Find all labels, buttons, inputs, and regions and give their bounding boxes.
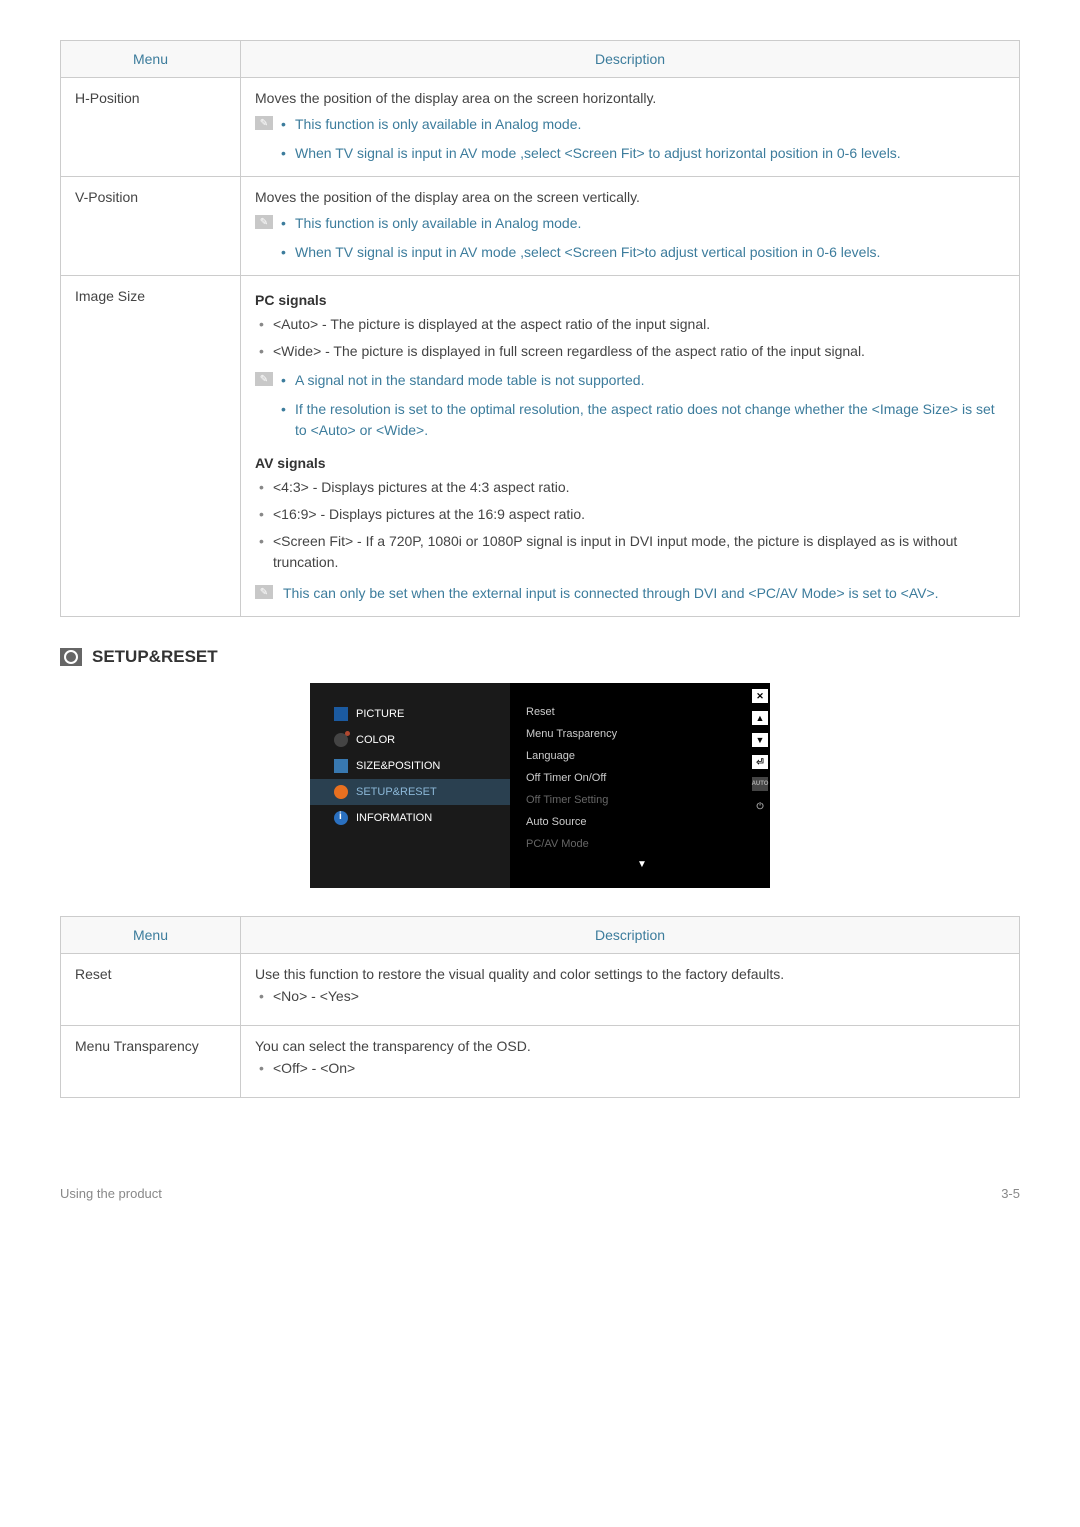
osd-label: SETUP&RESET xyxy=(356,786,437,798)
enter-icon: ⏎ xyxy=(752,755,768,769)
menu-v-position: V-Position xyxy=(61,177,241,276)
osd-nav-color: COLOR xyxy=(310,727,510,753)
osd-label: INFORMATION xyxy=(356,812,432,824)
note-item: A signal not in the standard mode table … xyxy=(281,370,1005,391)
description-header: Description xyxy=(241,41,1020,78)
info-icon xyxy=(334,811,348,825)
menu-transparency: Menu Transparency xyxy=(61,1026,241,1098)
menu-header: Menu xyxy=(61,41,241,78)
osd-opt-language: Language xyxy=(526,745,758,767)
osd-nav-size: SIZE&POSITION xyxy=(310,753,510,779)
power-icon: ⏻ xyxy=(752,799,768,813)
pc-item: <Auto> - The picture is displayed at the… xyxy=(255,314,1005,335)
opt-item: <No> - <Yes> xyxy=(255,986,1005,1007)
up-icon: ▲ xyxy=(752,711,768,725)
intro-text: You can select the transparency of the O… xyxy=(255,1038,1005,1054)
auto-icon: AUTO xyxy=(752,777,768,791)
setup-icon xyxy=(60,648,82,666)
desc-reset: Use this function to restore the visual … xyxy=(241,954,1020,1026)
desc-v-position: Moves the position of the display area o… xyxy=(241,177,1020,276)
description-header: Description xyxy=(241,917,1020,954)
osd-nav-info: INFORMATION xyxy=(310,805,510,831)
osd-opt-offtimer-setting: Off Timer Setting xyxy=(526,789,758,811)
osd-screenshot: PICTURE COLOR SIZE&POSITION SETUP&RESET … xyxy=(60,683,1020,888)
av-item: <4:3> - Displays pictures at the 4:3 asp… xyxy=(255,477,1005,498)
menu-description-table-1: Menu Description H-Position Moves the po… xyxy=(60,40,1020,617)
pc-item: <Wide> - The picture is displayed in ful… xyxy=(255,341,1005,362)
av-item: <16:9> - Displays pictures at the 16:9 a… xyxy=(255,504,1005,525)
page-footer: Using the product 3-5 xyxy=(60,1178,1020,1201)
opt-item: <Off> - <On> xyxy=(255,1058,1005,1079)
osd-down-arrow: ▼ xyxy=(526,859,758,870)
note-icon: ✎ xyxy=(255,116,273,130)
pc-signals-head: PC signals xyxy=(255,292,1005,308)
intro-text: Use this function to restore the visual … xyxy=(255,966,1005,982)
note-item: This function is only available in Analo… xyxy=(281,213,1005,234)
osd-opt-transparency: Menu Trasparency xyxy=(526,723,758,745)
note-icon: ✎ xyxy=(255,585,273,599)
osd-side-buttons: ✕ ▲ ▼ ⏎ AUTO ⏻ xyxy=(752,689,768,813)
osd-label: PICTURE xyxy=(356,708,404,720)
down-icon: ▼ xyxy=(752,733,768,747)
menu-header: Menu xyxy=(61,917,241,954)
desc-image-size: PC signals <Auto> - The picture is displ… xyxy=(241,276,1020,617)
osd-opt-offtimer: Off Timer On/Off xyxy=(526,767,758,789)
menu-reset: Reset xyxy=(61,954,241,1026)
osd-opt-autosource: Auto Source xyxy=(526,811,758,833)
osd-nav-picture: PICTURE xyxy=(310,701,510,727)
note-icon: ✎ xyxy=(255,372,273,386)
osd-label: COLOR xyxy=(356,734,395,746)
menu-description-table-2: Menu Description Reset Use this function… xyxy=(60,916,1020,1098)
note-item: This function is only available in Analo… xyxy=(281,114,1005,135)
setup-reset-header: SETUP&RESET xyxy=(60,647,1020,667)
picture-icon xyxy=(334,707,348,721)
setup-title: SETUP&RESET xyxy=(92,647,218,667)
menu-image-size: Image Size xyxy=(61,276,241,617)
intro-text: Moves the position of the display area o… xyxy=(255,189,1005,205)
desc-transparency: You can select the transparency of the O… xyxy=(241,1026,1020,1098)
setup-nav-icon xyxy=(334,785,348,799)
footer-right: 3-5 xyxy=(1001,1186,1020,1201)
av-signals-head: AV signals xyxy=(255,455,1005,471)
footer-left: Using the product xyxy=(60,1186,162,1201)
av-note: This can only be set when the external i… xyxy=(283,583,939,604)
note-item: When TV signal is input in AV mode ,sele… xyxy=(281,143,1005,164)
intro-text: Moves the position of the display area o… xyxy=(255,90,1005,106)
osd-label: SIZE&POSITION xyxy=(356,760,440,772)
menu-h-position: H-Position xyxy=(61,78,241,177)
osd-opt-pcavmode: PC/AV Mode xyxy=(526,833,758,855)
note-item: When TV signal is input in AV mode ,sele… xyxy=(281,242,1005,263)
note-item: If the resolution is set to the optimal … xyxy=(281,399,1005,441)
desc-h-position: Moves the position of the display area o… xyxy=(241,78,1020,177)
size-icon xyxy=(334,759,348,773)
av-item: <Screen Fit> - If a 720P, 1080i or 1080P… xyxy=(255,531,1005,573)
note-icon: ✎ xyxy=(255,215,273,229)
close-icon: ✕ xyxy=(752,689,768,703)
color-icon xyxy=(334,733,348,747)
osd-opt-reset: Reset xyxy=(526,701,758,723)
osd-nav-setup: SETUP&RESET xyxy=(310,779,510,805)
